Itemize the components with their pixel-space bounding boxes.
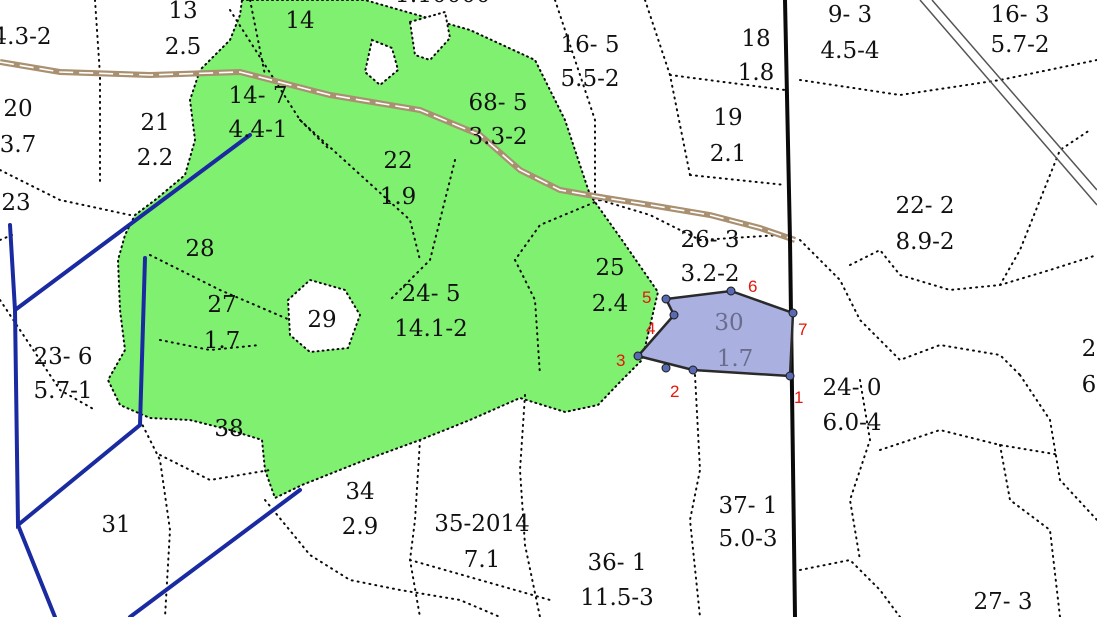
plot-22-clearing: [408, 10, 452, 62]
plot-label: 31: [101, 512, 130, 538]
plot-label: 24- 5 14.1-2: [394, 281, 468, 342]
double-line: [919, 0, 1097, 206]
plot-label: 25 2.4: [592, 255, 629, 317]
plot-label: 13 2.5: [165, 0, 202, 60]
plot-label: 23- 6 5.7-1: [34, 344, 93, 404]
blue-lines: [8, 133, 302, 617]
vertex-label-1: 1: [794, 388, 803, 407]
vertex-label-7: 7: [798, 320, 807, 339]
plot-label: 16- 5 5.5-2: [561, 32, 620, 92]
plot-label: 26- 3 3.2-2: [681, 227, 740, 287]
plot-label: 29: [307, 307, 336, 333]
vertex-label-4: 4: [646, 319, 655, 338]
plot-label: 37- 1 5.0-3: [719, 493, 778, 552]
vertex-labels: 1 2 3 4 5 6 7: [616, 277, 807, 407]
plot-label: 16- 3 5.7-2: [991, 2, 1050, 58]
vertex-points: [633, 286, 798, 381]
map-scale-caption: 1:10000: [395, 0, 491, 8]
plot-label: 27 1.7: [204, 292, 241, 354]
vertex-point-4: [669, 310, 679, 320]
vertex-point-5: [661, 294, 671, 304]
plot-label: 9- 3 4.5-4: [821, 2, 880, 64]
plot-29-clearing: [286, 278, 362, 354]
plot-label: 21 2.2: [137, 110, 174, 171]
road-centerline: [0, 61, 796, 241]
plot-68-notch: [363, 38, 400, 87]
plot-label: 38: [214, 416, 243, 442]
selected-plot-label: 30 1.7: [714, 310, 753, 372]
plot-label: 35-2014 7.1: [434, 511, 530, 573]
vertex-label-3: 3: [616, 351, 625, 370]
vertex-label-5: 5: [642, 288, 651, 307]
plot-label: 19 2.1: [710, 105, 747, 167]
plot-label: 36- 1 11.5-3: [580, 550, 654, 611]
plot-label: 22 1.9: [380, 148, 417, 210]
plot-label: 4.3-2: [0, 24, 51, 50]
plot-label: 14- 7 4.4-1: [229, 83, 288, 143]
vertex-point-2b: [661, 363, 671, 373]
plot-label: 22- 2 8.9-2: [896, 193, 955, 255]
main-boundary-line: [783, 0, 797, 617]
plot-label: 20 3.7: [0, 96, 36, 158]
vertex-point-3: [633, 351, 643, 361]
vertex-label-2: 2: [670, 382, 679, 401]
plot-label: 27- 3: [974, 589, 1033, 615]
vertex-point-2: [688, 365, 698, 375]
plot-label: 24- 0 6.0-4: [823, 375, 882, 436]
vertex-point-6: [726, 286, 736, 296]
plot-label: 18 1.8: [738, 26, 775, 86]
plot-label: 14: [285, 8, 314, 34]
plot-label: 34 2.9: [342, 479, 379, 540]
vertex-label-6: 6: [748, 277, 757, 296]
vertex-point-7: [788, 308, 798, 318]
plot-label: 68- 5 3.3-2: [469, 90, 528, 150]
plot-label: 28: [185, 236, 214, 262]
plot-label: 23: [1, 190, 30, 216]
forest-area: [106, 0, 660, 500]
vertex-point-1: [785, 371, 795, 381]
